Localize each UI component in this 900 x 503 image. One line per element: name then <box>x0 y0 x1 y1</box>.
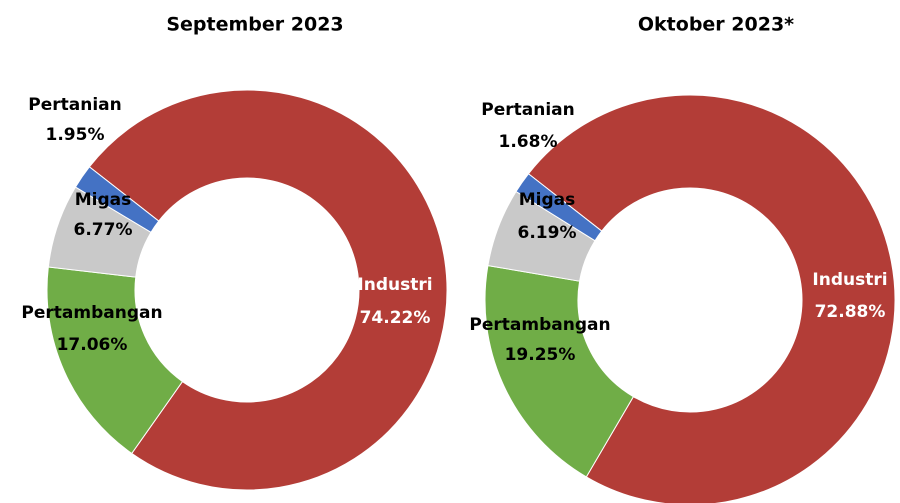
slice-value: 17.06% <box>57 335 128 355</box>
slice-value: 74.22% <box>360 308 431 328</box>
donut-slice <box>527 94 896 503</box>
slice-value: 19.25% <box>505 345 576 365</box>
chart-title: September 2023 <box>166 14 343 36</box>
slice-label: Pertanian <box>481 100 574 120</box>
donut-slice <box>88 89 448 491</box>
donut-slice <box>515 173 603 242</box>
slice-label: Migas <box>519 190 576 210</box>
slice-value: 1.68% <box>499 132 558 152</box>
slice-label: Migas <box>75 190 132 210</box>
slice-label: Pertambangan <box>21 303 162 323</box>
slice-label: Pertambangan <box>469 315 610 335</box>
slice-value: 72.88% <box>815 302 886 322</box>
slice-value: 6.77% <box>74 220 133 240</box>
slice-label: Industri <box>812 270 887 290</box>
slice-label: Pertanian <box>28 95 121 115</box>
slice-label: Industri <box>357 275 432 295</box>
donut-slice <box>74 166 160 234</box>
donut-slice <box>46 266 184 455</box>
slice-value: 6.19% <box>518 223 577 243</box>
slice-value: 1.95% <box>46 125 105 145</box>
chart-title: Oktober 2023* <box>638 14 794 36</box>
donut-slice <box>484 264 635 478</box>
